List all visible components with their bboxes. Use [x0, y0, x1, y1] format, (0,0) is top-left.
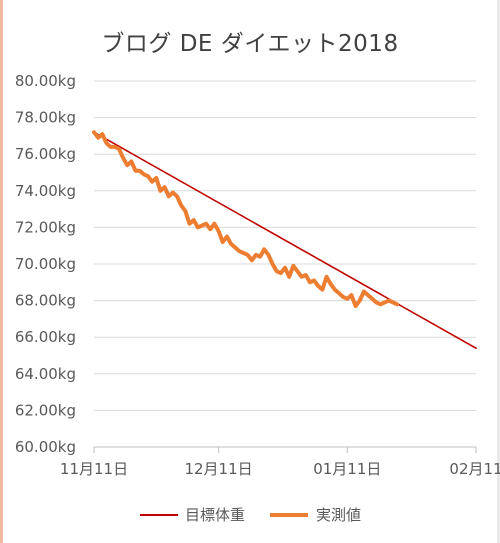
- x-tick-label: 02月11: [449, 460, 500, 478]
- chart-title: ブログ DE ダイエット2018: [101, 31, 399, 57]
- x-tick-label: 11月11日: [60, 460, 128, 478]
- measured-weight-line: [92, 130, 400, 309]
- y-tick-label: 70.00kg: [15, 255, 76, 273]
- x-tick-label: 12月11日: [184, 460, 252, 478]
- y-tick-label: 78.00kg: [15, 109, 76, 127]
- right-frame-edge: [497, 0, 500, 543]
- target-weight-line: [93, 131, 477, 350]
- y-tick-label: 74.00kg: [15, 182, 76, 200]
- left-frame-edge: [0, 0, 3, 543]
- y-tick-label: 76.00kg: [15, 145, 76, 163]
- y-tick-label: 64.00kg: [15, 365, 76, 383]
- y-tick-label: 60.00kg: [15, 438, 76, 456]
- legend-label: 目標体重: [185, 506, 245, 524]
- y-tick-label: 80.00kg: [15, 72, 76, 90]
- y-tick-label: 66.00kg: [15, 328, 76, 346]
- x-tick-label: 01月11日: [313, 460, 381, 478]
- legend-label: 実測値: [316, 506, 361, 524]
- y-tick-label: 68.00kg: [15, 292, 76, 310]
- y-tick-label: 62.00kg: [15, 401, 76, 419]
- y-tick-label: 72.00kg: [15, 218, 76, 236]
